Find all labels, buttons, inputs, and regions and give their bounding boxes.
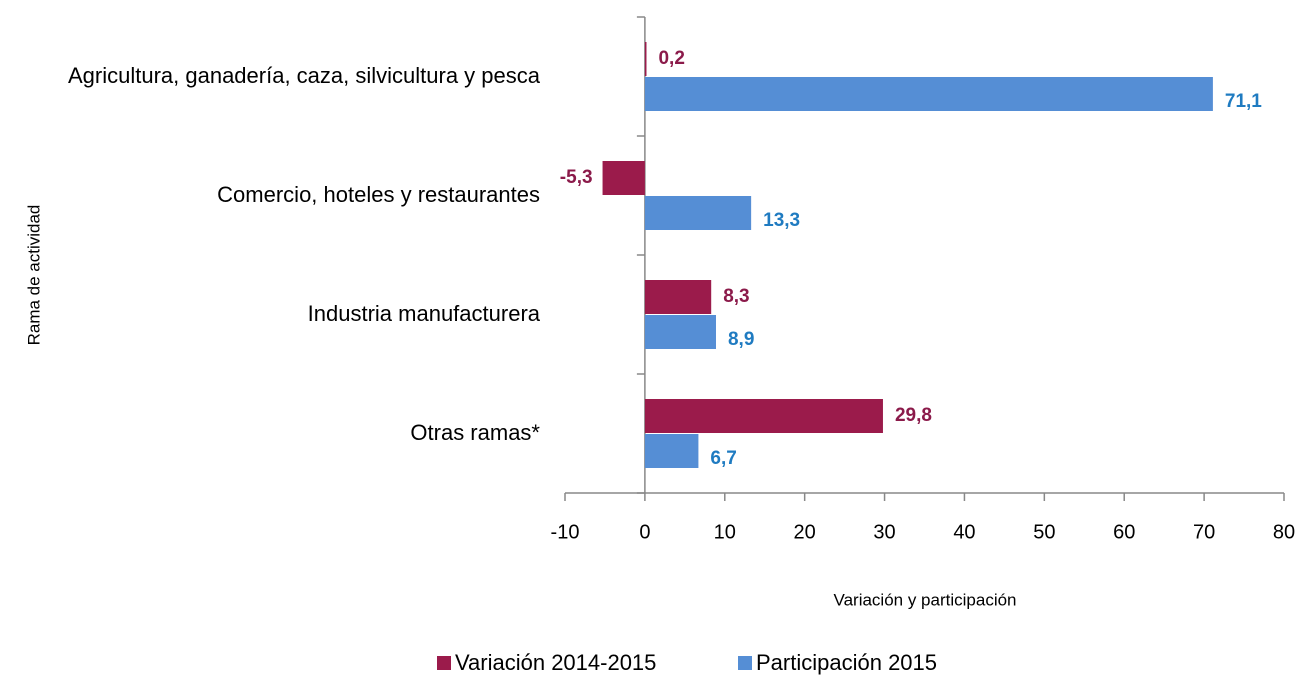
value-label: 8,9 xyxy=(728,329,754,350)
x-tick-label: 50 xyxy=(1033,521,1055,543)
legend-label: Variación 2014-2015 xyxy=(455,650,656,675)
legend-swatch xyxy=(437,656,451,670)
legend-label: Participación 2015 xyxy=(756,650,937,675)
x-tick-label: 20 xyxy=(794,521,816,543)
x-tick-label: 30 xyxy=(873,521,895,543)
legend-swatch xyxy=(738,656,752,670)
y-axis-label: Rama de actividad xyxy=(24,205,43,346)
bar xyxy=(602,161,645,195)
value-label: 8,3 xyxy=(723,286,749,307)
value-label: 0,2 xyxy=(658,48,684,69)
bar xyxy=(644,280,712,314)
value-label: 71,1 xyxy=(1225,91,1262,112)
bar xyxy=(644,315,716,349)
bar xyxy=(644,434,699,468)
category-label: Agricultura, ganadería, caza, silvicultu… xyxy=(68,63,541,88)
x-tick-label: 10 xyxy=(714,521,736,543)
x-tick-label: 0 xyxy=(639,521,650,543)
bar xyxy=(644,77,1213,111)
value-label: 13,3 xyxy=(763,210,800,231)
bar xyxy=(644,42,647,76)
category-label: Otras ramas* xyxy=(410,420,540,445)
x-tick-label: 70 xyxy=(1193,521,1215,543)
category-label: Industria manufacturera xyxy=(308,301,541,326)
value-label: 29,8 xyxy=(895,405,932,426)
x-axis-label: Variación y participación xyxy=(834,590,1017,609)
x-tick-label: 80 xyxy=(1273,521,1295,543)
x-tick-label: 40 xyxy=(953,521,975,543)
bar xyxy=(644,196,752,230)
bar xyxy=(644,399,883,433)
value-label: 6,7 xyxy=(710,448,736,469)
x-tick-label: 60 xyxy=(1113,521,1135,543)
x-tick-label: -10 xyxy=(551,521,580,543)
category-label: Comercio, hoteles y restaurantes xyxy=(217,182,540,207)
value-label: -5,3 xyxy=(560,167,593,188)
